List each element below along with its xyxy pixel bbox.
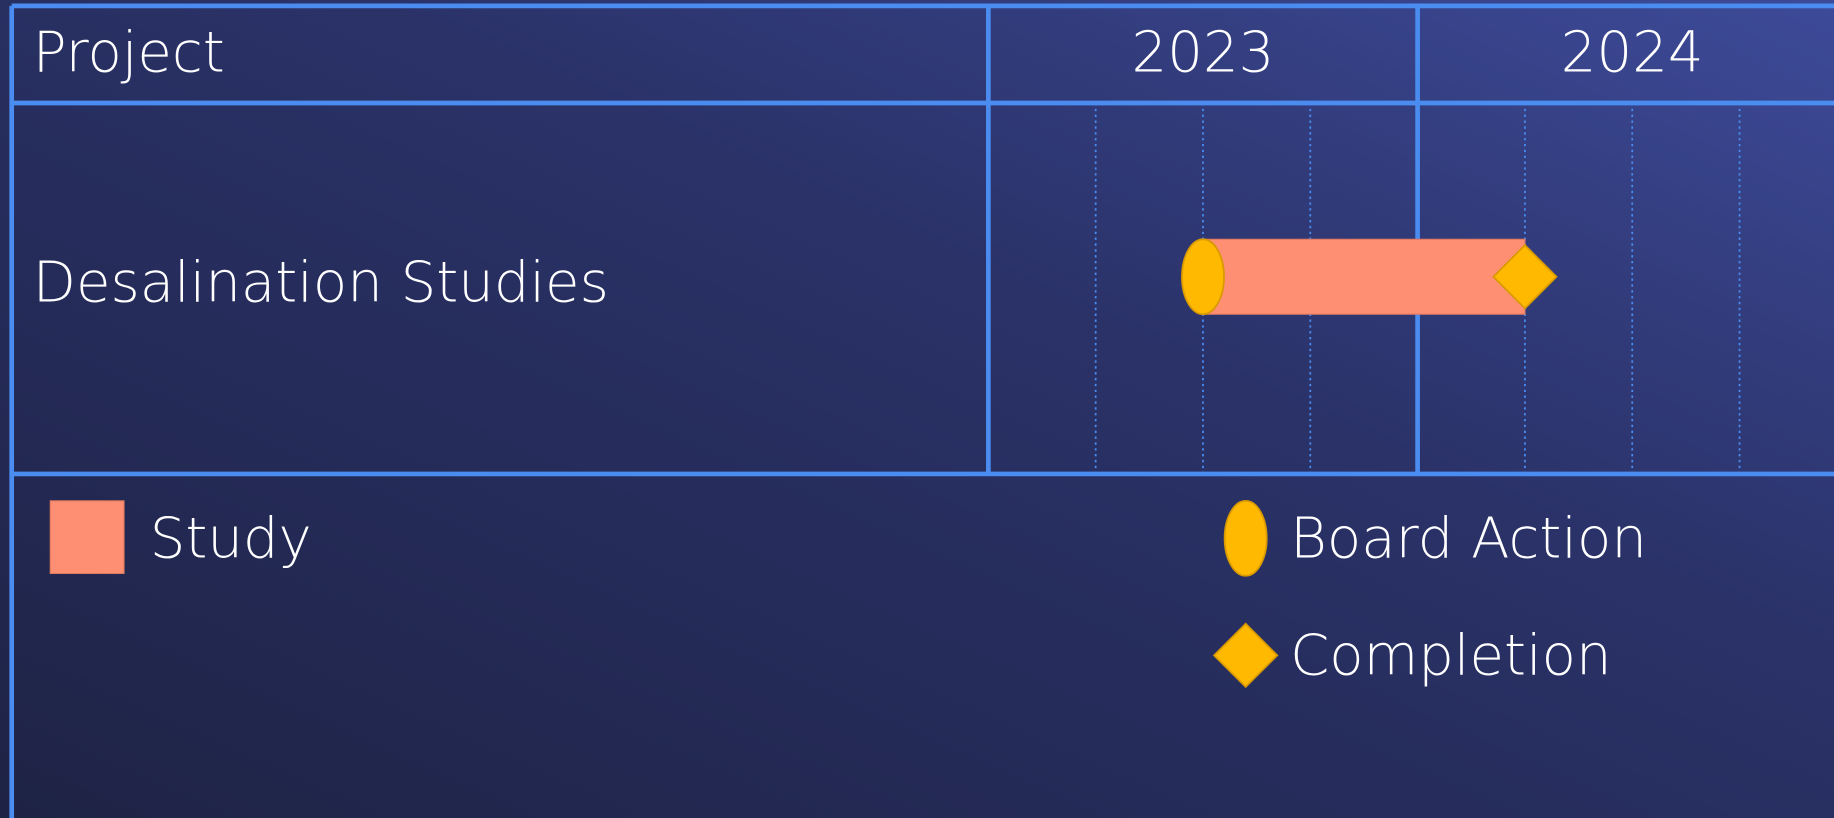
year-label: 2024	[1561, 21, 1704, 86]
year-label: 2023	[1132, 21, 1275, 86]
legend-label: Board Action	[1290, 506, 1647, 571]
legend-label: Study	[150, 506, 312, 571]
task-label: Desalination Studies	[33, 251, 609, 316]
legend-symbol	[1223, 499, 1268, 577]
legend-swatch	[49, 500, 125, 575]
legend-label: Completion	[1290, 623, 1611, 688]
task-bar	[1202, 238, 1526, 315]
milestone	[1492, 243, 1558, 310]
header-label: Project	[33, 21, 225, 86]
milestone	[1181, 238, 1225, 316]
legend-symbol	[1212, 622, 1279, 689]
